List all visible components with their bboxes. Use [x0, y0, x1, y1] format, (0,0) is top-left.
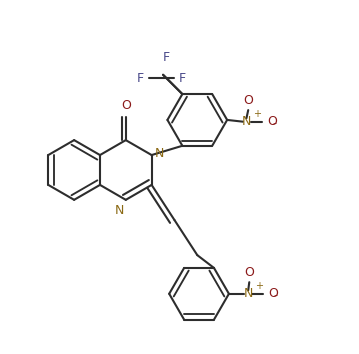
- Text: +: +: [255, 281, 262, 291]
- Text: N: N: [115, 204, 124, 217]
- Text: F: F: [137, 72, 144, 85]
- Text: N: N: [243, 287, 253, 300]
- Text: F: F: [179, 72, 186, 85]
- Text: O: O: [243, 93, 253, 107]
- Text: -: -: [272, 119, 276, 129]
- Text: O: O: [269, 287, 279, 300]
- Text: N: N: [242, 115, 251, 128]
- Text: O: O: [121, 99, 131, 112]
- Text: -: -: [274, 291, 278, 301]
- Text: O: O: [267, 115, 277, 128]
- Text: N: N: [154, 147, 164, 160]
- Text: +: +: [253, 109, 261, 119]
- Text: O: O: [244, 266, 254, 279]
- Text: F: F: [163, 51, 170, 64]
